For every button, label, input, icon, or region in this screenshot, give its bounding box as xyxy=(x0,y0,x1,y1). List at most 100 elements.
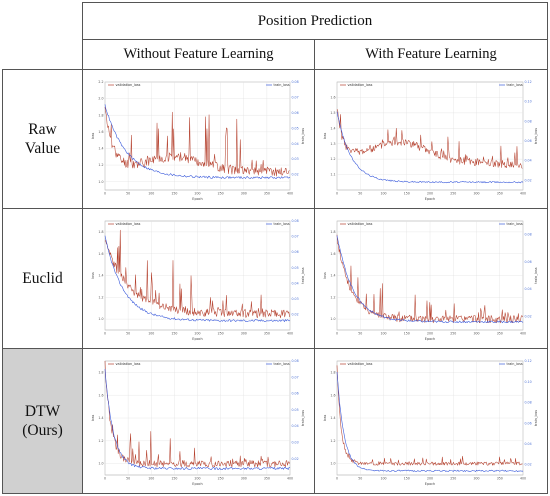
row-label-dtw-ours: DTW (Ours) xyxy=(2,348,83,494)
y-tick-label: 1.2 xyxy=(98,163,103,167)
row-label-line2: Value xyxy=(24,140,61,157)
y-axis-label: loss xyxy=(91,272,95,279)
x-tick-label: 100 xyxy=(380,192,386,196)
y2-tick-label: 0.07 xyxy=(292,375,299,379)
x-tick-label: 400 xyxy=(287,477,293,481)
chart-dtw-with: 0 50 100 150 200 250 300 350 400 1.0 1.2 1.4 1.6 1.8 0… xyxy=(315,349,547,493)
x-tick-label: 50 xyxy=(358,477,362,481)
legend-label-validation: validation_loss xyxy=(116,83,141,87)
x-tick-label: 100 xyxy=(148,477,154,481)
train-loss-line xyxy=(336,111,524,184)
y2-tick-label: 0.02 xyxy=(525,178,532,182)
y-tick-label: 1.4 xyxy=(330,274,335,278)
y2-tick-label: 0.06 xyxy=(525,260,532,264)
y-tick-label: 1.4 xyxy=(98,416,103,420)
train-loss-line xyxy=(336,371,524,472)
x-tick-label: 0 xyxy=(104,477,106,481)
row-label-line1: Euclid xyxy=(22,269,63,287)
y2-tick-label: 0.08 xyxy=(292,219,299,223)
x-tick-label: 0 xyxy=(104,192,106,196)
y-tick-label: 1.8 xyxy=(98,230,103,234)
chart-svg: 0 50 100 150 200 250 300 350 400 1.0 1.2 1.4 1.6 1.8 0… xyxy=(323,220,538,341)
y2-tick-label: 0.04 xyxy=(292,424,299,428)
x-axis-label: Epoch xyxy=(425,197,435,201)
x-tick-label: 400 xyxy=(287,192,293,196)
legend-label-validation: validation_loss xyxy=(348,222,373,226)
y-tick-label: 1.4 xyxy=(330,416,335,420)
plot-cell-euclid-with: 0 50 100 150 200 250 300 350 400 1.0 1.2 1.4 1.6 1.8 0… xyxy=(314,208,548,349)
legend-label-train: train_loss xyxy=(507,222,523,226)
legend-label-train: train_loss xyxy=(507,362,523,366)
x-tick-label: 150 xyxy=(171,477,177,481)
validation-loss-line xyxy=(104,360,290,468)
y2-tick-label: 0.04 xyxy=(525,287,532,291)
y-axis-label: loss xyxy=(323,272,327,279)
x-tick-label: 150 xyxy=(171,332,177,336)
x-tick-label: 300 xyxy=(241,332,247,336)
x-tick-label: 250 xyxy=(218,332,224,336)
x-tick-label: 100 xyxy=(380,332,386,336)
x-tick-label: 350 xyxy=(497,477,503,481)
plot-cell-dtw-without: 0 50 100 150 200 250 300 350 400 1.0 1.2 1.4 1.6 1.8 0… xyxy=(82,348,315,494)
x-tick-label: 200 xyxy=(194,332,200,336)
plot-cell-raw-without: 0 50 100 150 200 250 300 350 400 1.0 1.2 1.4 1.6 1.8 2… xyxy=(82,69,315,209)
legend-label-validation: validation_loss xyxy=(116,222,141,226)
chart-svg: 0 50 100 150 200 250 300 350 400 1.0 1.2 1.4 1.6 1.8 0… xyxy=(91,359,305,486)
legend-validation: validation_loss xyxy=(108,222,141,226)
x-tick-label: 0 xyxy=(336,332,338,336)
chart-euclid-with: 0 50 100 150 200 250 300 350 400 1.0 1.2 1.4 1.6 1.8 0… xyxy=(315,209,547,348)
y-tick-label: 1.1 xyxy=(330,173,335,177)
y2-tick-label: 0.12 xyxy=(525,80,532,84)
y-tick-label: 1.6 xyxy=(98,393,103,397)
y-tick-label: 1.2 xyxy=(330,157,335,161)
y2-tick-label: 0.12 xyxy=(525,359,532,363)
y-tick-label: 1.8 xyxy=(98,371,103,375)
y-axis-label: loss xyxy=(91,132,95,139)
x-tick-label: 350 xyxy=(264,477,270,481)
chart-dtw-without: 0 50 100 150 200 250 300 350 400 1.0 1.2 1.4 1.6 1.8 0… xyxy=(83,349,314,493)
legend-train: train_loss xyxy=(266,222,290,226)
x-tick-label: 300 xyxy=(241,192,247,196)
x-tick-label: 300 xyxy=(473,332,479,336)
y-tick-label: 1.0 xyxy=(98,180,103,184)
y-tick-label: 1.4 xyxy=(98,274,103,278)
legend-label-train: train_loss xyxy=(507,83,523,87)
train-loss-line xyxy=(104,369,291,470)
validation-loss-line xyxy=(336,365,523,466)
y-tick-label: 1.2 xyxy=(98,295,103,299)
y2-tick-label: 0.02 xyxy=(292,457,299,461)
y2-tick-label: 0.06 xyxy=(292,250,299,254)
x-tick-label: 250 xyxy=(450,192,456,196)
train-loss-line xyxy=(104,104,291,179)
x-tick-label: 150 xyxy=(404,192,410,196)
y-tick-label: 1.5 xyxy=(330,111,335,115)
y2-tick-label: 0.10 xyxy=(525,100,532,104)
x-tick-label: 250 xyxy=(450,332,456,336)
y-axis-label: loss xyxy=(91,414,95,421)
x-tick-label: 0 xyxy=(104,332,106,336)
y-tick-label: 1.6 xyxy=(98,130,103,134)
x-axis-label: Epoch xyxy=(425,337,435,341)
x-tick-label: 0 xyxy=(336,477,338,481)
y-tick-label: 1.8 xyxy=(98,113,103,117)
plot-cell-euclid-without: 0 50 100 150 200 250 300 350 400 1.0 1.2 1.4 1.6 1.8 0… xyxy=(82,208,315,349)
y-axis-label: loss xyxy=(323,132,327,139)
y2-axis-label: train_loss xyxy=(301,128,305,144)
y2-tick-label: 0.04 xyxy=(525,442,532,446)
validation-loss-line xyxy=(104,229,290,319)
y2-tick-label: 0.02 xyxy=(292,313,299,317)
x-tick-label: 250 xyxy=(218,192,224,196)
legend-label-train: train_loss xyxy=(274,83,290,87)
x-tick-label: 250 xyxy=(218,477,224,481)
y-tick-label: 1.6 xyxy=(98,252,103,256)
y2-axis-label: train_loss xyxy=(534,410,538,426)
x-tick-label: 200 xyxy=(427,192,433,196)
legend-validation: validation_loss xyxy=(340,83,373,87)
x-tick-label: 200 xyxy=(194,192,200,196)
legend-validation: validation_loss xyxy=(340,362,373,366)
y2-tick-label: 0.07 xyxy=(292,235,299,239)
validation-loss-line xyxy=(336,234,523,324)
x-tick-label: 200 xyxy=(194,477,200,481)
y-tick-label: 1.2 xyxy=(330,439,335,443)
